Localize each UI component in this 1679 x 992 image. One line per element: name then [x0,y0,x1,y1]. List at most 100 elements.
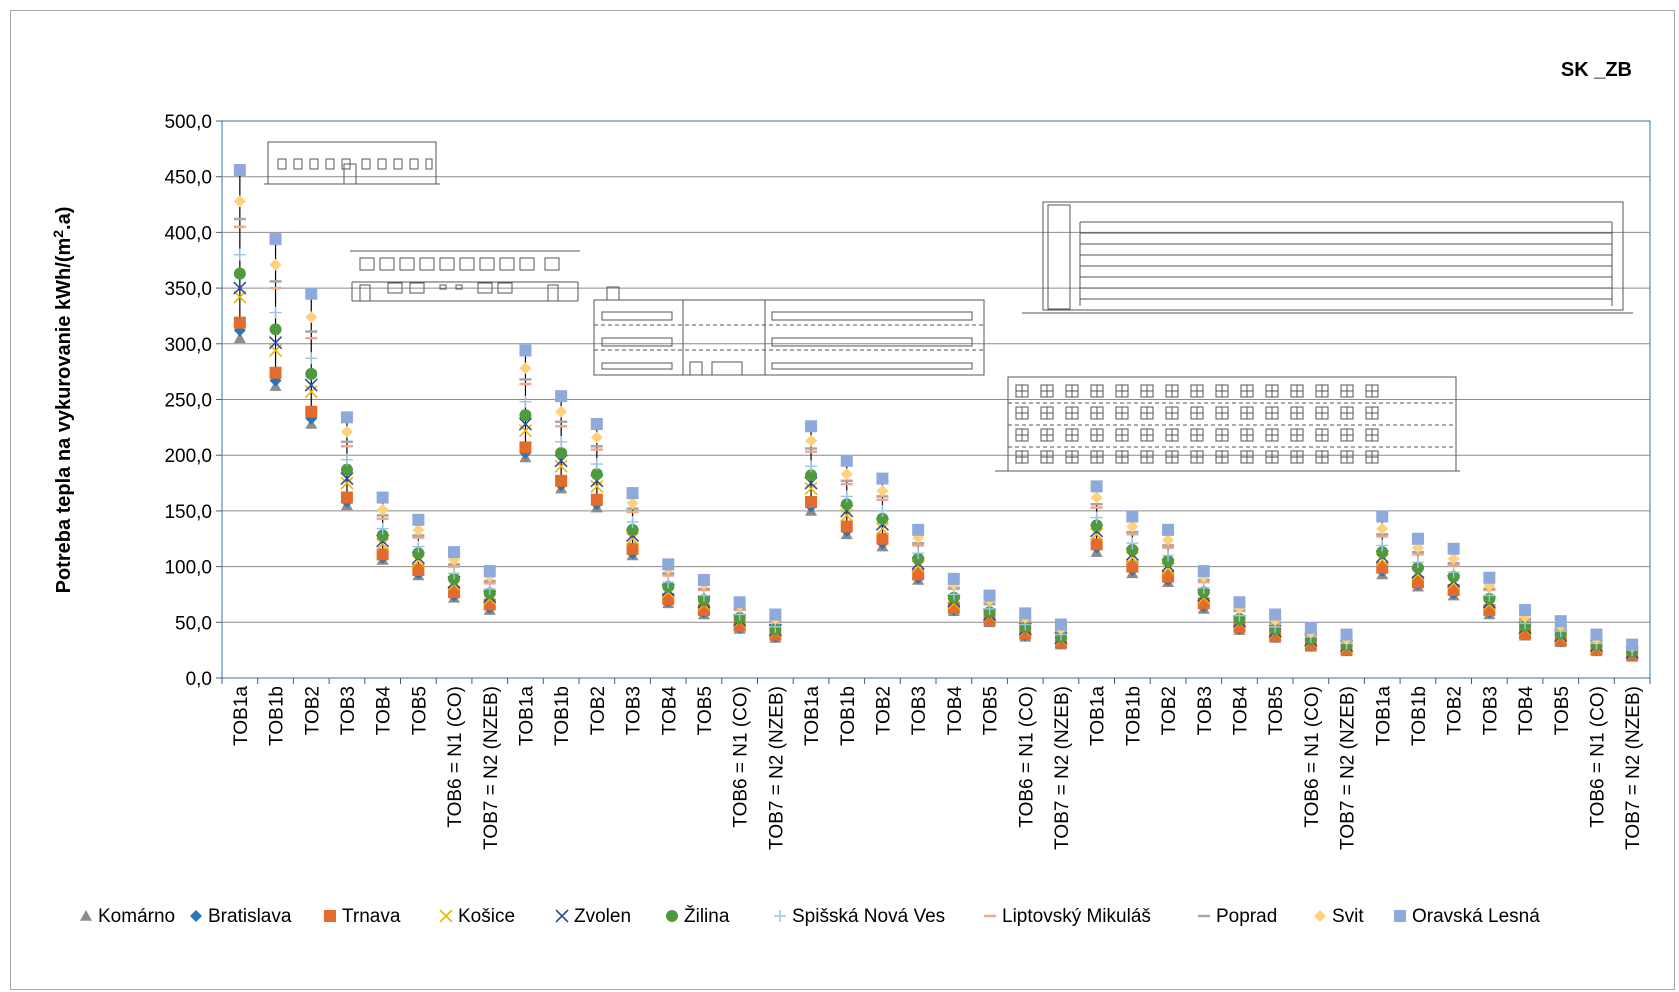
y-axis-label-superscript: 2 [50,230,66,238]
data-point [233,248,246,261]
data-point [1483,571,1496,584]
x-category-label: TOB3 [1480,686,1501,735]
data-point [269,306,282,319]
data-point [555,435,568,448]
data-point [840,498,853,511]
data-point [1090,480,1103,493]
data-point [340,453,353,466]
data-point [1126,560,1139,573]
series-Žilina [233,267,1639,658]
data-point [376,491,389,504]
y-tick-label: 150,0 [164,502,212,523]
data-point [626,487,639,500]
data-point [1590,628,1603,641]
data-point [1411,532,1424,545]
data-point [1054,618,1067,631]
x-category-label: TOB3 [909,686,930,735]
data-point [1162,549,1175,562]
data-point [519,344,532,357]
data-point [590,479,604,493]
y-tick-label: 250,0 [164,391,212,412]
data-point [912,547,925,560]
x-category-label: TOB4 [945,686,966,736]
data-point [1447,542,1460,555]
legend-label: Bratislava [208,906,292,927]
legend-item: Svit [1314,906,1364,927]
data-point [697,573,710,586]
data-point [805,495,818,508]
data-point [340,425,353,438]
data-point [269,366,282,379]
data-point [1162,533,1175,546]
legend-label: Liptovský Mikuláš [1002,906,1151,927]
data-point [625,532,640,546]
legend-label: Komárno [98,906,175,927]
data-point [233,332,246,344]
x-category-label: TOB7 = N2 (NZEB) [481,686,502,850]
data-point [840,490,853,503]
data-point [1519,604,1532,617]
data-point [840,454,853,467]
y-tick-label: 350,0 [164,279,212,300]
data-point [448,567,461,580]
legend-label: Poprad [1216,906,1277,927]
legend-item: Zvolen [555,906,631,927]
x-category-label: TOB7 = N2 (NZEB) [1338,686,1359,850]
x-category-label: TOB1a [802,686,823,746]
data-point [1197,565,1210,578]
y-tick-label: 300,0 [164,335,212,356]
data-point [340,411,353,424]
data-point [1554,615,1567,628]
data-point [875,522,890,536]
series-Trnava [233,316,1639,661]
x-category-label: TOB5 [1552,686,1573,735]
data-point [1126,510,1139,523]
data-point [1090,538,1103,551]
data-point [1376,510,1389,523]
data-point [1376,561,1389,574]
data-point [590,418,603,431]
data-point [518,417,533,431]
x-category-label: TOB2 [302,686,323,735]
data-point [305,367,318,380]
data-point [947,588,960,601]
y-tick-label: 200,0 [164,446,212,467]
data-point [876,472,889,485]
legend-item: Oravská Lesná [1394,906,1540,927]
data-point [412,563,425,576]
data-point [376,548,389,561]
data-point [554,459,568,473]
x-category-label: TOB1a [231,686,252,746]
legend-item: Košice [439,906,515,927]
building-drawing-1 [264,141,440,185]
series-Komárno [233,332,1639,662]
x-category-label: TOB5 [409,686,430,735]
data-point [1411,556,1424,569]
series-Zvolen [233,281,1639,659]
data-point [662,558,675,571]
x-category-label: TOB1b [267,686,288,746]
data-point [340,472,354,486]
legend-item: Komárno [80,906,175,927]
x-category-label: TOB7 = N2 (NZEB) [766,686,787,850]
data-point [305,287,318,300]
data-point [1126,520,1139,533]
legend-item: Trnava [324,906,401,927]
data-point [555,909,569,923]
data-point [1447,552,1460,565]
y-tick-label: 0,0 [186,669,212,690]
data-point [1126,537,1139,550]
y-axis-ticks: 0,0 50,0 100,0 150,0 200,0 250,0 300,0 350,0 400… [164,112,212,690]
data-point [376,503,389,516]
data-point [912,523,925,536]
x-category-label: TOB2 [1159,686,1180,735]
data-point [1376,522,1389,535]
data-point [912,568,925,581]
data-point [233,164,246,177]
data-point [1126,543,1139,556]
data-point [1233,596,1246,609]
data-point [555,390,568,403]
data-point [519,395,532,408]
data-point [340,463,353,476]
data-point [305,405,318,418]
